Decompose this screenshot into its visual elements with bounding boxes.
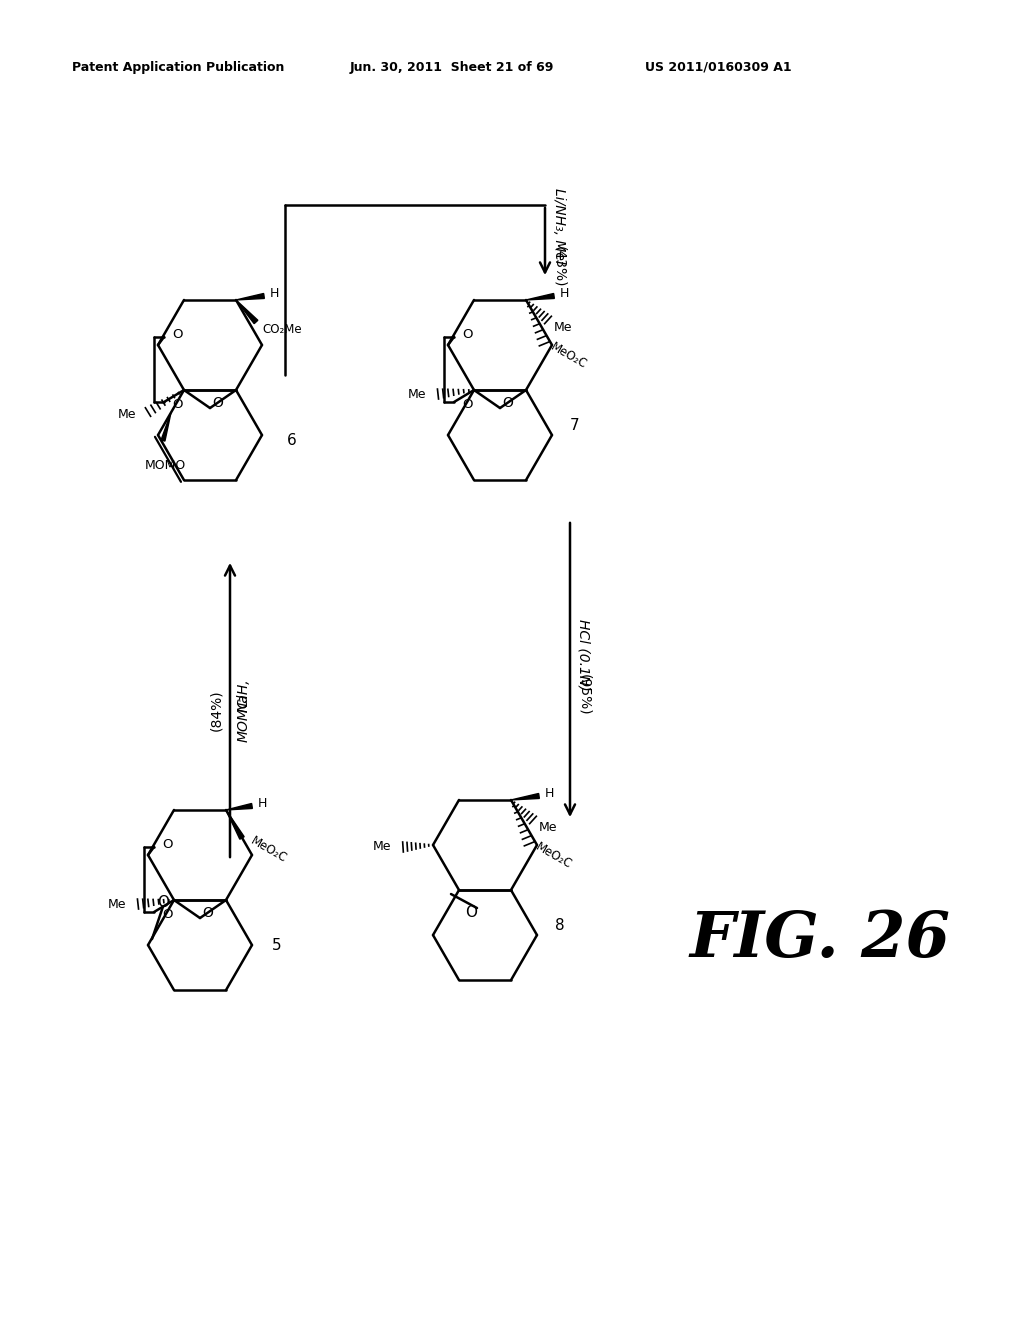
Text: O: O bbox=[162, 908, 172, 920]
Text: O: O bbox=[462, 397, 472, 411]
Text: 5: 5 bbox=[272, 937, 282, 953]
Polygon shape bbox=[236, 293, 264, 300]
Text: Li/NH₃, MeI: Li/NH₃, MeI bbox=[552, 189, 566, 264]
Text: MOMCl: MOMCl bbox=[237, 694, 251, 742]
Polygon shape bbox=[511, 793, 540, 800]
Text: MeO₂C: MeO₂C bbox=[534, 841, 573, 871]
Text: H: H bbox=[270, 288, 280, 301]
Text: O: O bbox=[162, 838, 172, 851]
Text: H: H bbox=[258, 797, 267, 810]
Polygon shape bbox=[226, 804, 252, 810]
Polygon shape bbox=[161, 413, 171, 441]
Text: 8: 8 bbox=[555, 917, 564, 932]
Text: HCl (0.1N): HCl (0.1N) bbox=[577, 619, 591, 690]
Text: Patent Application Publication: Patent Application Publication bbox=[72, 61, 285, 74]
Text: 7: 7 bbox=[570, 417, 580, 433]
Text: Me: Me bbox=[118, 408, 136, 421]
Text: US 2011/0160309 A1: US 2011/0160309 A1 bbox=[645, 61, 792, 74]
Text: O: O bbox=[202, 906, 213, 920]
Text: O: O bbox=[465, 906, 477, 920]
Text: O: O bbox=[502, 396, 513, 411]
Text: Me: Me bbox=[554, 322, 572, 334]
Text: O: O bbox=[157, 895, 169, 909]
Text: MeO₂C: MeO₂C bbox=[248, 834, 289, 866]
Text: FIG. 26: FIG. 26 bbox=[689, 909, 950, 970]
Text: MOMO: MOMO bbox=[144, 458, 185, 471]
Polygon shape bbox=[226, 810, 244, 840]
Text: O: O bbox=[172, 329, 182, 342]
Text: Jun. 30, 2011  Sheet 21 of 69: Jun. 30, 2011 Sheet 21 of 69 bbox=[350, 61, 554, 74]
Text: CO₂Me: CO₂Me bbox=[262, 323, 302, 337]
Text: O: O bbox=[462, 329, 472, 342]
Text: Me: Me bbox=[108, 898, 126, 911]
Polygon shape bbox=[526, 293, 554, 300]
Text: (84%): (84%) bbox=[209, 689, 223, 731]
Text: H: H bbox=[545, 788, 554, 800]
Text: O: O bbox=[212, 396, 223, 411]
Text: 6: 6 bbox=[287, 433, 297, 447]
Text: Me: Me bbox=[408, 388, 426, 400]
Text: O: O bbox=[172, 397, 182, 411]
Text: (95%): (95%) bbox=[577, 675, 591, 715]
Text: Me: Me bbox=[373, 841, 391, 854]
Text: Me: Me bbox=[539, 821, 557, 834]
Text: (43%): (43%) bbox=[552, 246, 566, 288]
Text: MeO₂C: MeO₂C bbox=[548, 341, 589, 371]
Polygon shape bbox=[236, 300, 258, 323]
Text: H: H bbox=[560, 288, 569, 301]
Text: NaH,: NaH, bbox=[237, 678, 251, 711]
